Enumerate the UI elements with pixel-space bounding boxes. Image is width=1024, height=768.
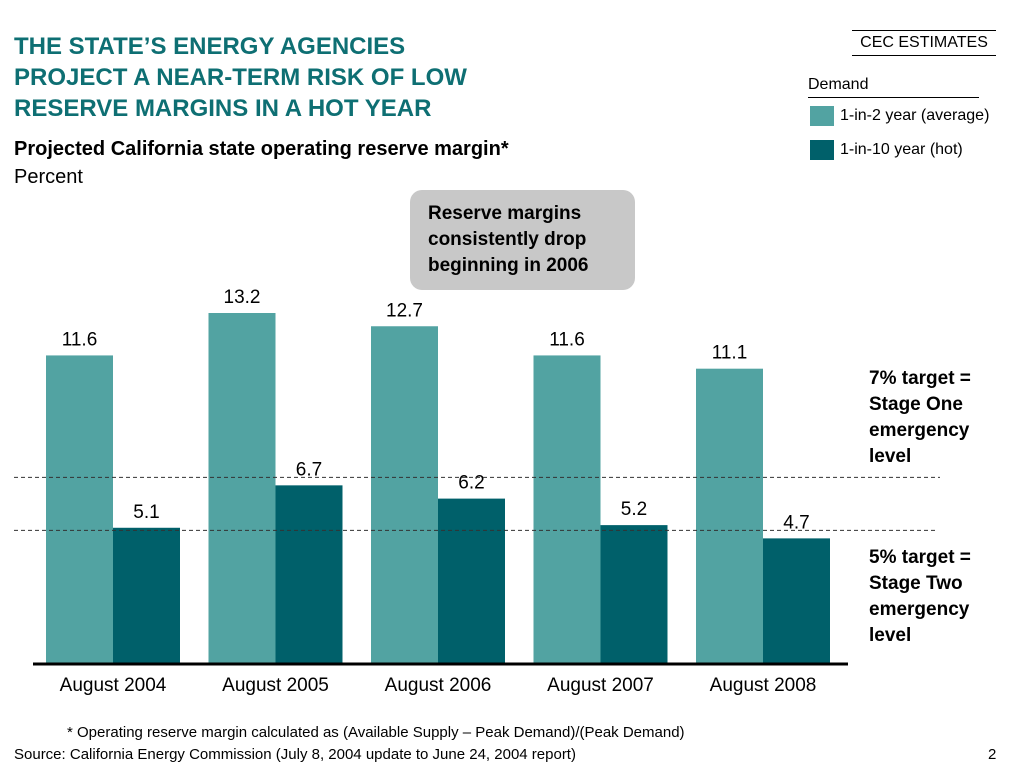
data-label-average-2: 12.7 [386, 300, 423, 321]
slide-title-line: PROJECT A NEAR-TERM RISK OF LOW [14, 64, 467, 91]
x-axis-tick-label: August 2004 [60, 675, 167, 696]
target-line: emergency [869, 420, 970, 441]
slide-title: THE STATE’S ENERGY AGENCIES PROJECT A NE… [14, 31, 467, 124]
bar-hot-0 [113, 527, 180, 663]
x-axis-tick-label: August 2008 [710, 675, 817, 696]
reserve-margin-callout: Reserve margins consistently drop beginn… [410, 190, 635, 290]
footnote: * Operating reserve margin calculated as… [67, 724, 685, 741]
bar-average-2 [371, 326, 438, 663]
source-note: Source: California Energy Commission (Ju… [14, 746, 576, 763]
callout-line: beginning in 2006 [428, 255, 589, 276]
data-label-average-4: 11.1 [712, 343, 748, 364]
stage-two-target-label: 5% target = Stage Two emergency level [869, 545, 971, 649]
legend-title: Demand [808, 75, 979, 98]
data-label-average-0: 11.6 [62, 329, 98, 350]
target-line: level [869, 625, 912, 646]
x-axis-tick-label: August 2006 [385, 675, 492, 696]
data-label-hot-1: 6.7 [296, 459, 322, 480]
bar-average-1 [208, 313, 276, 663]
legend-label-average: 1-in-2 year (average) [840, 107, 990, 124]
data-label-hot-3: 5.2 [621, 499, 647, 520]
bar-average-3 [533, 355, 601, 663]
legend-swatch-average [810, 106, 834, 126]
data-label-average-3: 11.6 [549, 329, 585, 350]
bar-hot-4 [763, 538, 830, 663]
bar-average-0 [46, 355, 113, 663]
chart-unit-label: Percent [14, 166, 83, 188]
callout-line: consistently drop [428, 229, 587, 250]
target-line: 7% target = [869, 368, 971, 389]
x-axis-tick-label: August 2005 [222, 675, 329, 696]
bar-average-4 [696, 368, 763, 663]
legend-item-hot: 1-in-10 year (hot) [810, 140, 963, 160]
legend-item-average: 1-in-2 year (average) [810, 106, 989, 126]
estimates-label: CEC ESTIMATES [852, 30, 996, 56]
chart-subtitle: Projected California state operating res… [14, 138, 509, 160]
legend-label-hot: 1-in-10 year (hot) [840, 141, 963, 158]
slide-title-line: RESERVE MARGINS IN A HOT YEAR [14, 95, 432, 122]
target-line: level [869, 446, 912, 467]
data-label-hot-0: 5.1 [133, 502, 159, 523]
target-line: Stage Two [869, 573, 963, 594]
data-label-hot-4: 4.7 [783, 512, 809, 533]
bar-hot-1 [275, 485, 343, 663]
bar-hot-2 [438, 498, 505, 663]
slide-title-line: THE STATE’S ENERGY AGENCIES [14, 33, 406, 60]
stage-one-target-label: 7% target = Stage One emergency level [869, 366, 971, 470]
target-line: emergency [869, 599, 970, 620]
target-line: Stage One [869, 394, 963, 415]
page-number: 2 [988, 746, 997, 763]
target-line: 5% target = [869, 547, 971, 568]
legend-swatch-hot [810, 140, 834, 160]
callout-line: Reserve margins [428, 203, 582, 224]
bar-hot-3 [600, 525, 668, 663]
data-label-average-1: 13.2 [224, 287, 261, 308]
data-label-hot-2: 6.2 [458, 473, 484, 494]
x-axis-tick-label: August 2007 [547, 675, 654, 696]
